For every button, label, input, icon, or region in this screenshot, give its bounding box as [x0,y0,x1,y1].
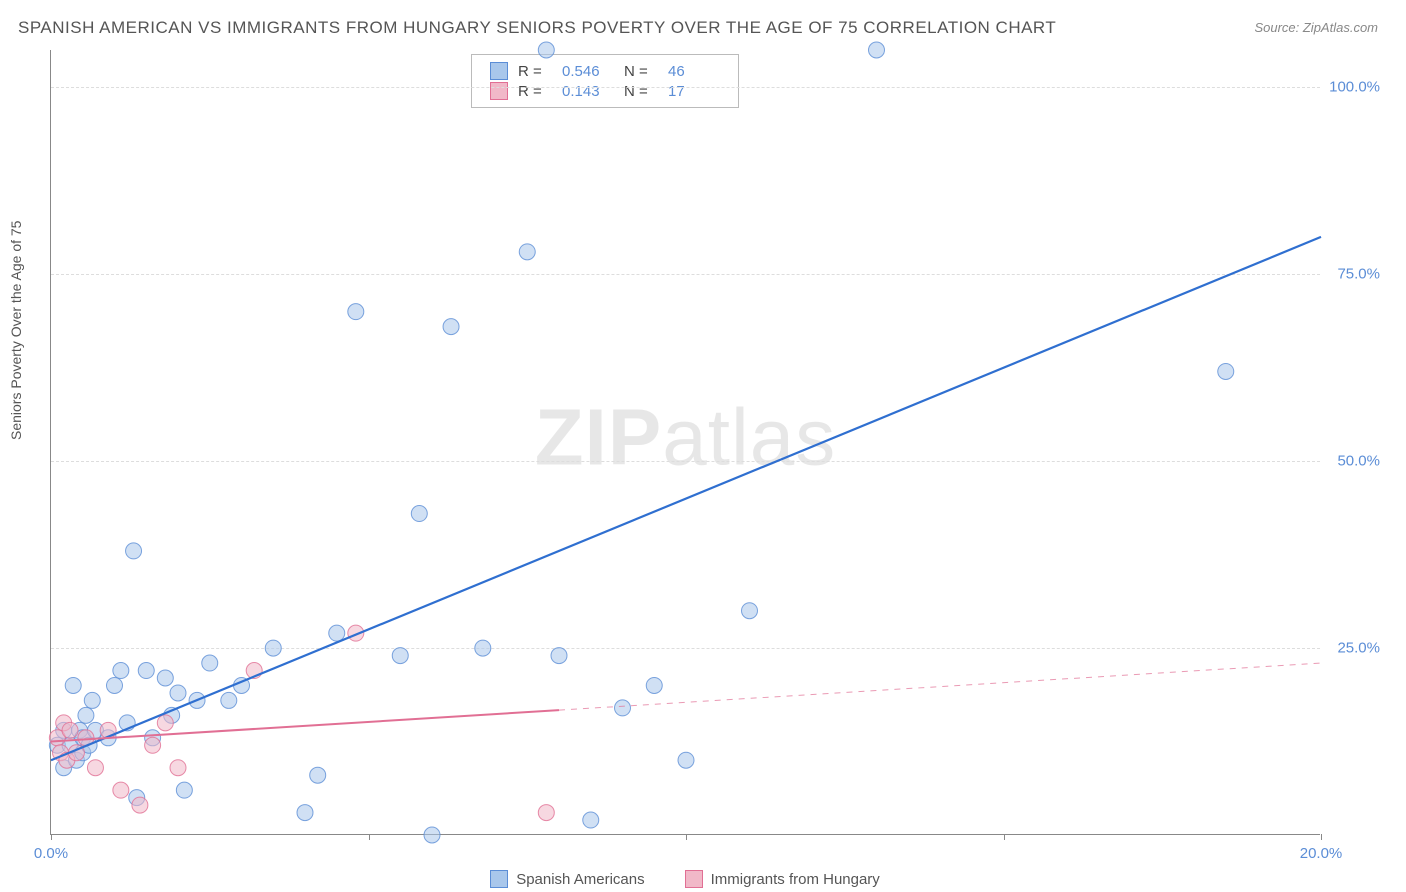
data-point [519,244,535,260]
data-point [84,692,100,708]
regression-line-dashed [559,663,1321,710]
legend-item: Spanish Americans [490,870,644,888]
data-point [145,737,161,753]
data-point [170,760,186,776]
data-point [107,677,123,693]
data-point [329,625,345,641]
data-point [1218,363,1234,379]
data-point [678,752,694,768]
data-point [538,805,554,821]
data-point [138,663,154,679]
data-point [646,677,662,693]
data-point [615,700,631,716]
data-point [113,782,129,798]
data-point [78,707,94,723]
data-point [126,543,142,559]
data-point [176,782,192,798]
y-tick-label: 50.0% [1337,453,1380,470]
data-point [170,685,186,701]
data-point [583,812,599,828]
x-tick-label: 20.0% [1300,845,1343,862]
regression-line [51,237,1321,760]
data-point [87,760,103,776]
legend-swatch [685,870,703,888]
legend-item: Immigrants from Hungary [685,870,880,888]
data-point [157,715,173,731]
data-point [869,42,885,58]
y-tick-label: 75.0% [1337,266,1380,283]
x-tick [1321,834,1322,840]
data-point [297,805,313,821]
data-point [202,655,218,671]
x-tick [1004,834,1005,840]
y-tick-label: 100.0% [1329,79,1380,96]
data-point [265,640,281,656]
y-axis-label: Seniors Poverty Over the Age of 75 [8,221,24,440]
data-point [132,797,148,813]
x-tick-label: 0.0% [34,845,68,862]
x-tick [686,834,687,840]
legend-series-name: Immigrants from Hungary [711,871,880,888]
source-attribution: Source: ZipAtlas.com [1254,20,1378,35]
plot-area: ZIPatlas R =0.546N =46R =0.143N =17 25.0… [50,50,1320,835]
data-point [157,670,173,686]
chart-svg [51,50,1320,834]
data-point [475,640,491,656]
series-legend: Spanish Americans Immigrants from Hungary [50,870,1320,888]
data-point [348,304,364,320]
legend-series-name: Spanish Americans [516,871,644,888]
data-point [113,663,129,679]
data-point [62,722,78,738]
data-point [65,677,81,693]
data-point [392,648,408,664]
data-point [310,767,326,783]
legend-swatch [490,870,508,888]
data-point [742,603,758,619]
data-point [411,506,427,522]
x-tick [51,834,52,840]
x-tick [369,834,370,840]
data-point [443,319,459,335]
data-point [424,827,440,843]
y-tick-label: 25.0% [1337,640,1380,657]
data-point [538,42,554,58]
chart-title: SPANISH AMERICAN VS IMMIGRANTS FROM HUNG… [18,18,1056,38]
data-point [551,648,567,664]
data-point [221,692,237,708]
